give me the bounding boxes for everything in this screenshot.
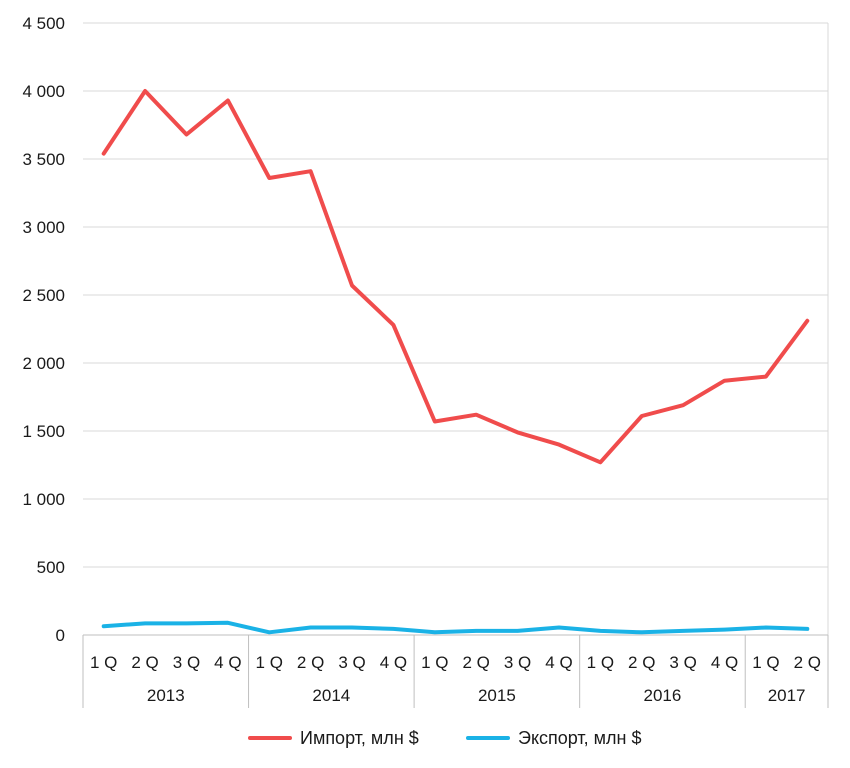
- year-label: 2017: [768, 686, 806, 705]
- year-label: 2016: [644, 686, 682, 705]
- x-tick-label: 4 Q: [380, 653, 407, 672]
- x-tick-label: 1 Q: [752, 653, 779, 672]
- x-tick-label: 3 Q: [173, 653, 200, 672]
- y-tick-label: 4 000: [22, 82, 65, 101]
- y-tick-label: 500: [37, 558, 65, 577]
- year-label: 2013: [147, 686, 185, 705]
- series-line-export: [101, 620, 810, 635]
- y-tick-label: 1 500: [22, 422, 65, 441]
- x-tick-label: 3 Q: [669, 653, 696, 672]
- x-tick-label: 4 Q: [214, 653, 241, 672]
- legend-label-export: Экспорт, млн $: [518, 728, 641, 748]
- x-tick-label: 2 Q: [131, 653, 158, 672]
- y-tick-label: 2 000: [22, 354, 65, 373]
- x-tick-label: 4 Q: [545, 653, 572, 672]
- y-tick-label: 3 500: [22, 150, 65, 169]
- year-label: 2014: [312, 686, 350, 705]
- x-tick-label: 3 Q: [338, 653, 365, 672]
- gridlines: [83, 22, 829, 635]
- x-tick-label: 4 Q: [711, 653, 738, 672]
- x-tick-label: 1 Q: [256, 653, 283, 672]
- x-tick-label: 1 Q: [421, 653, 448, 672]
- x-tick-label: 1 Q: [90, 653, 117, 672]
- x-tick-label: 2 Q: [297, 653, 324, 672]
- x-tick-label: 2 Q: [628, 653, 655, 672]
- year-label: 2015: [478, 686, 516, 705]
- series-lines: [101, 89, 810, 635]
- y-tick-label: 3 000: [22, 218, 65, 237]
- y-tick-label: 4 500: [22, 14, 65, 33]
- series-line-import: [101, 89, 810, 465]
- x-tick-label: 3 Q: [504, 653, 531, 672]
- y-tick-label: 1 000: [22, 490, 65, 509]
- legend: Импорт, млн $ Экспорт, млн $: [248, 728, 641, 748]
- x-tick-label: 2 Q: [462, 653, 489, 672]
- y-tick-label: 2 500: [22, 286, 65, 305]
- y-tick-label: 0: [56, 626, 65, 645]
- x-tick-label: 1 Q: [587, 653, 614, 672]
- x-tick-label: 2 Q: [794, 653, 821, 672]
- legend-label-import: Импорт, млн $: [300, 728, 419, 748]
- y-axis-ticks: 0 500 1 000 1 500 2 000 2 500 3 000 3 500 4 000 4…: [22, 14, 65, 645]
- x-axis: 1 Q 2 Q 3 Q 4 Q 1 Q 2 Q 3 Q 4 Q 1 Q 2 Q 3 Q 4 Q 1 Q 2…: [82, 634, 829, 708]
